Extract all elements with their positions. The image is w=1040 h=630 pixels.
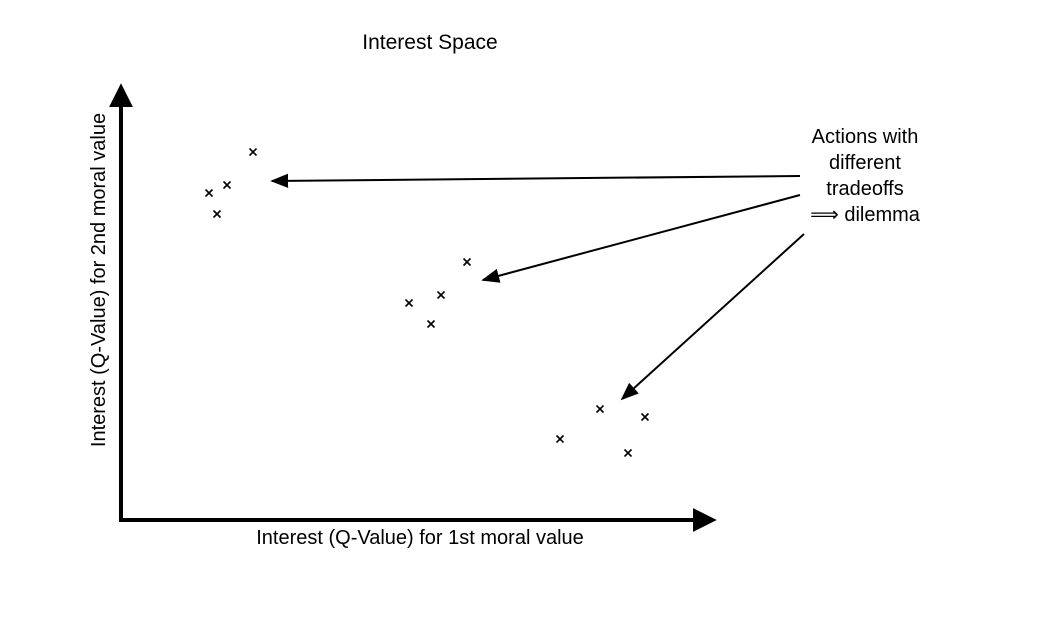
annotation-text: Actions with different tradeoffs ⟹ dilem… xyxy=(775,124,955,228)
arrow-to-top-left-cluster xyxy=(270,173,801,189)
annotation-line-3: tradeoffs xyxy=(826,178,904,200)
diagram-title: Interest Space xyxy=(362,31,498,54)
cross-mark-icon xyxy=(640,412,650,422)
cross-mark-icon xyxy=(426,319,436,329)
annotation-line-1: Actions with xyxy=(811,126,919,148)
annotation-line-4: ⟹ dilemma xyxy=(810,204,920,226)
cross-mark-icon xyxy=(248,147,258,157)
cluster-top-left xyxy=(204,147,258,219)
cluster-bottom-right xyxy=(555,404,650,458)
cross-mark-icon xyxy=(623,448,633,458)
y-axis-label: Interest (Q-Value) for 2nd moral value xyxy=(88,112,110,448)
cross-mark-icon xyxy=(212,209,222,219)
cluster-middle xyxy=(404,257,472,329)
arrow-to-bottom-right-cluster xyxy=(620,233,805,401)
x-axis-label: Interest (Q-Value) for 1st moral value xyxy=(256,527,584,549)
cross-mark-icon xyxy=(404,298,414,308)
cross-mark-icon xyxy=(555,434,565,444)
cross-mark-icon xyxy=(595,404,605,414)
cross-mark-icon xyxy=(204,188,214,198)
cross-mark-icon xyxy=(462,257,472,267)
point-markers xyxy=(204,147,650,458)
annotation-line-2: different xyxy=(829,152,901,174)
cross-mark-icon xyxy=(436,290,446,300)
cross-mark-icon xyxy=(222,180,232,190)
arrow-to-middle-cluster xyxy=(481,194,801,283)
